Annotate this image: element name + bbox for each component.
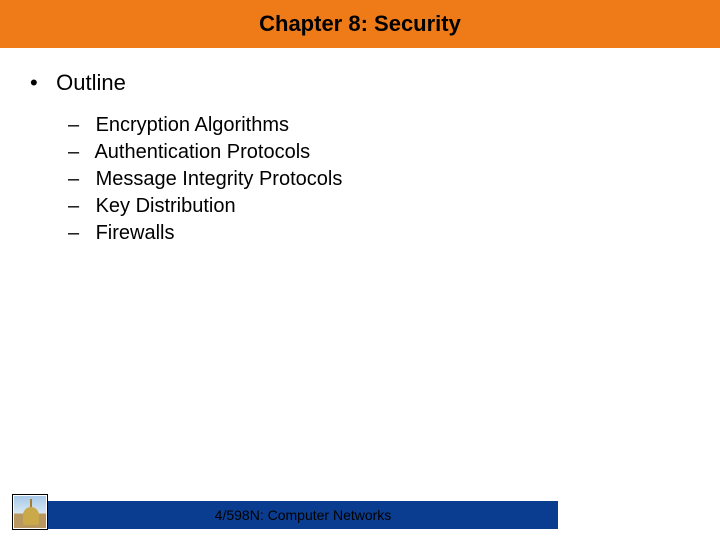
outline-list: – Encryption Algorithms – Authentication…	[20, 112, 700, 247]
list-item-label: Encryption Algorithms	[96, 114, 289, 136]
dash-icon: –	[68, 193, 90, 220]
list-item: – Authentication Protocols	[68, 139, 700, 166]
outline-heading-row: • Outline	[20, 70, 700, 96]
university-dome-logo	[12, 494, 48, 530]
outline-heading: Outline	[56, 70, 126, 95]
list-item-label: Message Integrity Protocols	[96, 168, 343, 190]
slide-title: Chapter 8: Security	[259, 11, 461, 37]
dash-icon: –	[68, 166, 90, 193]
slide-body: • Outline – Encryption Algorithms – Auth…	[0, 48, 720, 247]
list-item: – Message Integrity Protocols	[68, 166, 700, 193]
logo-spire-icon	[30, 499, 32, 507]
list-item: – Firewalls	[68, 220, 700, 247]
list-item-label: Authentication Protocols	[94, 141, 310, 163]
dash-icon: –	[68, 139, 90, 166]
slide-title-bar: Chapter 8: Security	[0, 0, 720, 48]
slide-footer: 4/598N: Computer Networks	[0, 494, 720, 530]
dash-icon: –	[68, 112, 90, 139]
list-item: – Key Distribution	[68, 193, 700, 220]
logo-dome-icon	[23, 507, 39, 525]
list-item: – Encryption Algorithms	[68, 112, 700, 139]
list-item-label: Firewalls	[96, 222, 175, 244]
dash-icon: –	[68, 220, 90, 247]
list-item-label: Key Distribution	[96, 195, 236, 217]
bullet-level1: •	[30, 70, 50, 96]
footer-text: 4/598N: Computer Networks	[48, 501, 558, 529]
